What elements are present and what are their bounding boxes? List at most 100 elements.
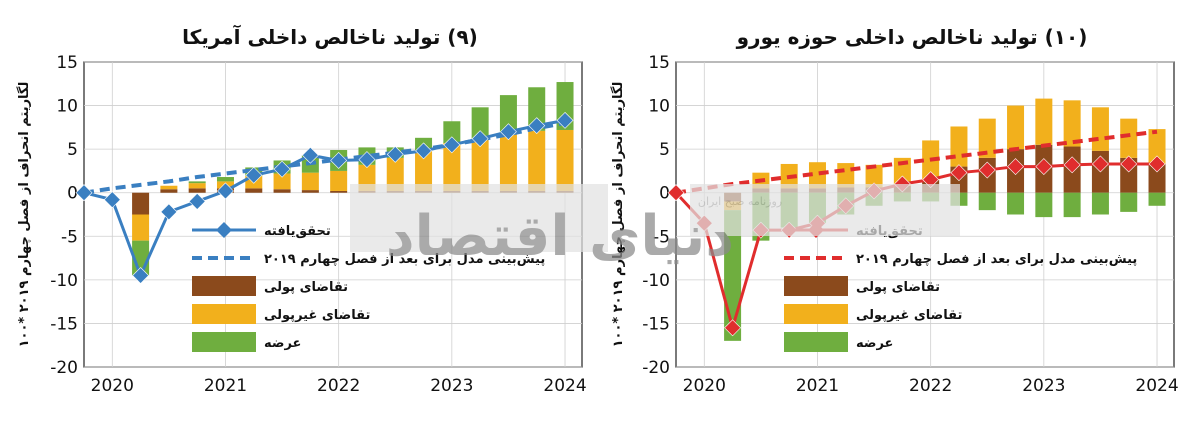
bar-segment [443,121,461,144]
bar-segment [301,172,319,191]
forecast-line [675,129,1158,195]
y-tick-label: -15 [50,314,78,334]
legend-swatch-box [192,276,256,296]
y-tick-label: 5 [659,140,670,160]
bar-segment [1120,118,1138,158]
bar-segment [330,190,348,193]
bar-segment [499,95,517,135]
data-point-marker [188,193,206,210]
watermark-text: دنیای اقتصاد [386,204,734,269]
bar-segment [188,181,206,184]
bar-segment [950,126,968,167]
bar-segment [132,214,150,241]
bar-segment [1148,129,1166,164]
data-point-marker [386,145,404,163]
legend-label: تقاضای پولی [264,280,348,295]
data-point-marker [160,203,178,221]
legend-label: تقاضای غیرپولی [264,308,370,323]
y-tick-label: -5 [61,227,78,247]
data-point-marker [301,146,319,164]
data-point-marker [273,160,291,178]
bar-segment [188,183,206,189]
data-point-marker [500,123,517,141]
y-tick-label: 15 [648,53,670,73]
bar-segment [216,177,234,182]
bar-segment [330,170,348,191]
data-point-marker [667,184,685,202]
legend-swatch-box [192,304,256,324]
data-point-marker [1007,158,1024,175]
y-tick-label: 10 [648,97,670,117]
legend-swatch-marker [216,222,232,238]
data-point-marker [724,319,742,337]
data-point-marker [217,182,234,200]
bar-segment [273,189,291,193]
y-tick-label: 0 [67,184,78,204]
legend-swatch-box [192,332,256,352]
bar-segment [160,189,178,193]
watermark-band-left [350,184,608,252]
data-point-marker [528,117,546,135]
y-axis-label: لگاریتم انحراف از فصل چهارم ۲۰۱۹ *۱۰۰ [610,82,626,348]
data-point-marker [1148,155,1166,173]
bar-segment [471,107,489,139]
data-point-marker [75,184,93,202]
bar-segment [893,157,911,186]
legend-label: عرضه [264,336,301,351]
bar-segment [837,163,855,188]
data-point-marker [978,161,996,179]
data-point-marker [132,267,150,284]
data-point-marker [358,151,376,169]
legend-label: تحقق‌یافته [264,224,331,239]
y-tick-label: -20 [50,358,78,378]
bar-segment [1035,98,1053,145]
bar-segment [499,134,517,191]
bar-segment [273,173,291,190]
chart-legend: تحقق‌یافته پیش‌بینی مدل برای بعد از فصل چ… [192,222,545,352]
y-tick-label: -15 [642,314,670,334]
y-tick-label: -10 [642,271,670,291]
bar-segment [1035,192,1053,218]
data-point-marker [1120,155,1138,173]
x-tick-label: 2020 [91,376,134,396]
y-tick-label: 15 [56,53,78,73]
bar-segment [556,129,574,191]
data-point-marker [103,191,121,209]
x-tick-label: 2022 [909,376,952,396]
watermark-band-right [690,184,960,236]
x-tick-label: 2024 [1135,376,1178,396]
y-tick-label: 5 [67,140,78,160]
data-point-marker [950,164,968,182]
x-tick-label: 2020 [683,376,726,396]
legend-swatch-box [784,332,848,352]
bar-segment [1091,192,1109,215]
bar-segment [1063,192,1081,218]
data-point-marker [556,111,574,129]
bar-segment [1007,192,1025,215]
bar-segment [1148,192,1166,206]
bar-segment [415,150,433,191]
data-point-marker [1092,155,1109,173]
y-tick-label: -10 [50,271,78,291]
data-point-marker [330,152,348,169]
y-axis-label: لگاریتم انحراف از فصل چهارم ۲۰۱۹ *۱۰۰ [16,82,32,348]
legend-swatch-box [784,304,848,324]
bar-segment [1120,192,1138,212]
x-tick-label: 2024 [543,376,586,396]
data-point-marker [471,130,489,148]
legend-swatch-box [784,276,848,296]
x-tick-label: 2021 [204,376,247,396]
chart-title: (۹) تولید ناخالص داخلی آمریکا [182,24,478,49]
bar-segment [865,164,883,188]
bar-segment [808,162,826,189]
bar-segment [528,87,546,131]
y-tick-label: -5 [653,227,670,247]
bar-segment [160,185,178,190]
bar-segment [301,190,319,193]
legend-label: تقاضای پولی [856,280,940,295]
bar-segment [528,130,546,191]
bar-segment [1148,163,1166,193]
x-tick-label: 2022 [317,376,360,396]
